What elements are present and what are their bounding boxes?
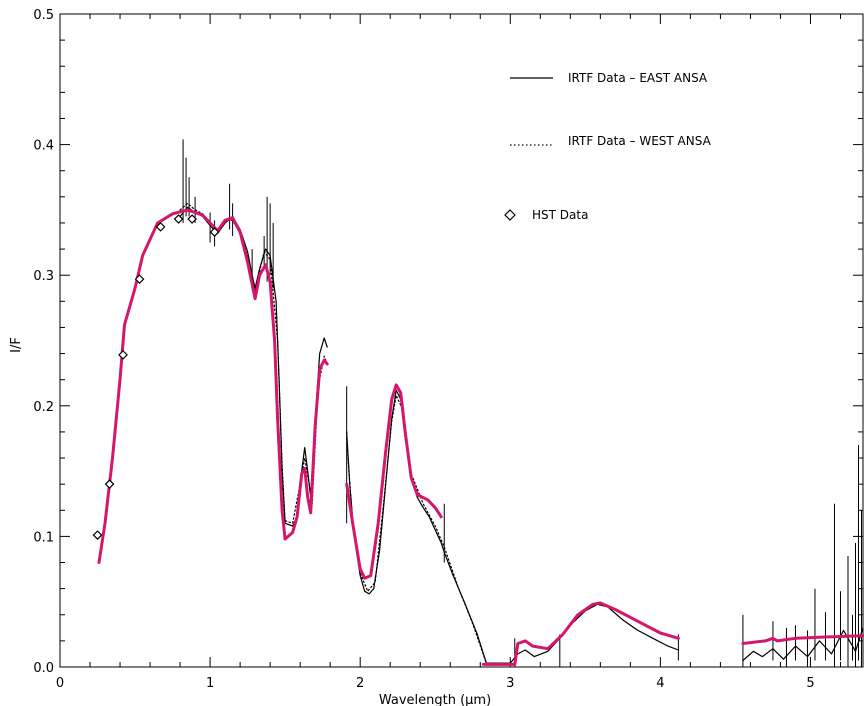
- x-tick-label: 3: [506, 676, 514, 691]
- series-line-solid-thick: [741, 634, 864, 645]
- x-tick-label: 0: [56, 676, 64, 691]
- hst-points: [92, 214, 220, 540]
- y-tick-label: 0.0: [33, 661, 54, 676]
- series-line-solid-thick: [97, 208, 329, 564]
- y-tick-label: 0.2: [33, 400, 54, 415]
- x-tick-label: 2: [356, 676, 364, 691]
- y-tick-label: 0.4: [33, 139, 54, 154]
- hst-diamond-point: [118, 350, 128, 360]
- y-tick-label: 0.5: [33, 8, 54, 23]
- series-line-solid-thick: [345, 383, 443, 580]
- hst-diamond-point: [173, 214, 184, 224]
- hst-diamond-point: [209, 227, 220, 237]
- series-layer: [97, 139, 864, 667]
- series-line-dotted: [179, 202, 328, 524]
- y-axis-title: I/F: [9, 337, 24, 353]
- plot-frame: [59, 13, 864, 668]
- x-tick-label: 1: [206, 676, 214, 691]
- hst-diamond-point: [134, 274, 145, 284]
- series-line-dotted: [346, 394, 487, 664]
- legend-label-west: IRTF Data – WEST ANSA: [568, 134, 712, 148]
- x-tick-label: 5: [806, 676, 814, 691]
- hst-diamond-point: [187, 214, 197, 224]
- series-line-solid-thick: [481, 601, 680, 666]
- y-tick-label: 0.3: [33, 269, 54, 284]
- hst-diamond-point: [155, 222, 166, 232]
- legend-diamond-marker: [504, 209, 516, 221]
- series-line-solid: [346, 389, 679, 664]
- series-line-solid: [742, 627, 864, 662]
- x-axis-title: Wavelength (μm): [379, 693, 491, 706]
- legend: IRTF Data – EAST ANSA IRTF Data – WEST A…: [504, 71, 712, 222]
- hst-diamond-point: [104, 479, 115, 490]
- hst-diamond-point: [92, 530, 103, 540]
- axis-tick-labels: 0 1 2 3 4 5 0.0 0.1 0.2 0.3 0.4 0.5: [33, 8, 814, 691]
- y-tick-label: 0.1: [33, 530, 54, 545]
- legend-label-hst: HST Data: [532, 208, 588, 222]
- x-tick-label: 4: [656, 676, 664, 691]
- axis-ticks: [59, 13, 863, 668]
- legend-label-east: IRTF Data – EAST ANSA: [568, 71, 708, 85]
